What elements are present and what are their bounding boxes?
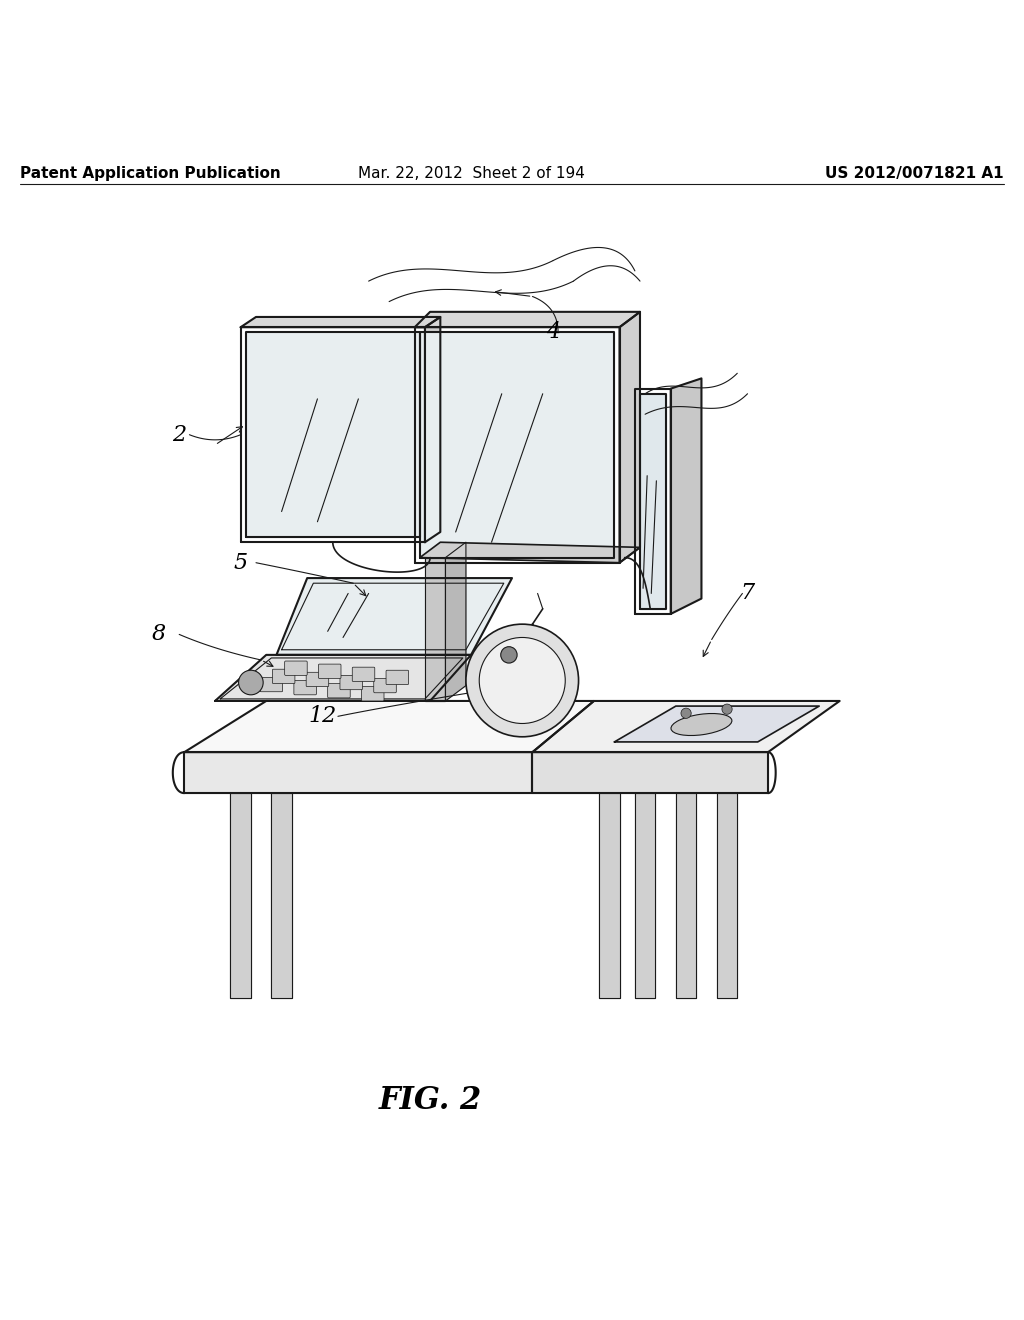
Circle shape	[681, 708, 691, 718]
Circle shape	[239, 671, 263, 694]
Text: US 2012/0071821 A1: US 2012/0071821 A1	[825, 166, 1004, 181]
Text: Patent Application Publication: Patent Application Publication	[20, 166, 282, 181]
Circle shape	[722, 704, 732, 714]
Polygon shape	[184, 752, 532, 793]
Polygon shape	[241, 317, 440, 327]
Circle shape	[479, 638, 565, 723]
Polygon shape	[635, 793, 655, 998]
FancyBboxPatch shape	[318, 664, 341, 678]
Polygon shape	[614, 706, 819, 742]
Text: 2: 2	[172, 424, 186, 446]
Polygon shape	[215, 655, 471, 701]
Polygon shape	[640, 393, 666, 609]
Text: 8: 8	[152, 623, 166, 645]
Circle shape	[466, 624, 579, 737]
Polygon shape	[445, 543, 466, 701]
Polygon shape	[425, 317, 440, 543]
Text: 5: 5	[233, 552, 248, 574]
Polygon shape	[230, 793, 251, 998]
Circle shape	[501, 647, 517, 663]
FancyBboxPatch shape	[260, 677, 283, 692]
FancyBboxPatch shape	[340, 676, 362, 689]
Polygon shape	[671, 379, 701, 614]
FancyBboxPatch shape	[361, 686, 384, 701]
Polygon shape	[271, 793, 292, 998]
FancyBboxPatch shape	[352, 667, 375, 681]
FancyBboxPatch shape	[328, 684, 350, 698]
Text: 12: 12	[308, 705, 337, 727]
Polygon shape	[532, 701, 840, 752]
FancyBboxPatch shape	[386, 671, 409, 685]
Text: 7: 7	[740, 582, 755, 605]
Polygon shape	[717, 793, 737, 998]
Polygon shape	[420, 543, 640, 562]
Polygon shape	[599, 793, 620, 998]
Ellipse shape	[671, 714, 732, 735]
FancyBboxPatch shape	[285, 661, 307, 676]
Text: 4: 4	[546, 321, 560, 343]
Polygon shape	[420, 333, 614, 557]
Polygon shape	[184, 701, 594, 752]
Polygon shape	[620, 312, 640, 562]
FancyBboxPatch shape	[374, 678, 396, 693]
Polygon shape	[676, 793, 696, 998]
FancyBboxPatch shape	[272, 669, 295, 684]
Polygon shape	[425, 557, 445, 701]
Text: Mar. 22, 2012  Sheet 2 of 194: Mar. 22, 2012 Sheet 2 of 194	[357, 166, 585, 181]
Polygon shape	[415, 312, 640, 327]
Polygon shape	[532, 752, 768, 793]
FancyBboxPatch shape	[306, 672, 329, 686]
Polygon shape	[276, 578, 512, 655]
FancyBboxPatch shape	[294, 681, 316, 694]
Polygon shape	[246, 333, 420, 537]
Text: FIG. 2: FIG. 2	[379, 1085, 481, 1115]
